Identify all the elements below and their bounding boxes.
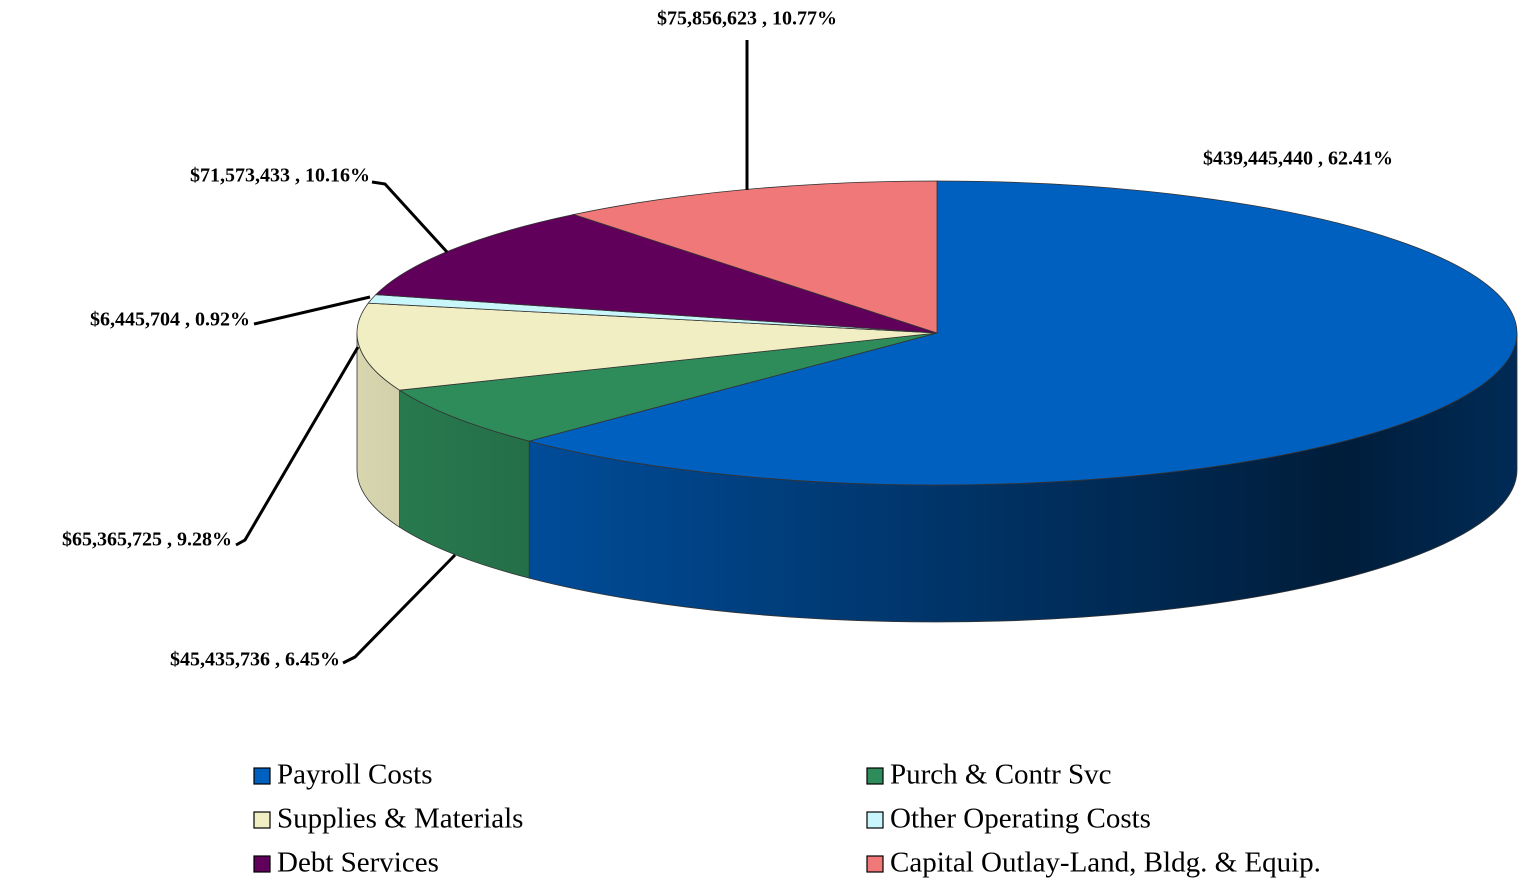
data-label: $6,445,704 , 0.92% [90,309,250,331]
legend-swatch [253,767,271,785]
slice [527,180,1518,486]
legend-swatch [866,855,884,873]
legend-label: Supplies & Materials [277,803,523,835]
data-label: $65,365,725 , 9.28% [62,529,232,551]
data-label: $71,573,433 , 10.16% [190,165,370,187]
legend-label: Other Operating Costs [890,803,1151,835]
legend-swatch [253,855,271,873]
legend-label: Debt Services [277,847,439,879]
legend-label: Capital Outlay-Land, Bldg. & Equip. [890,847,1321,879]
slice [356,302,938,391]
data-label: $45,435,736 , 6.45% [170,649,340,671]
slice [572,180,938,334]
legend-swatch [253,811,271,829]
slice [374,214,938,334]
leader-line [235,346,360,547]
leader-line [371,180,449,254]
legend-label: Payroll Costs [277,759,433,791]
slice [398,332,938,442]
data-label: $75,856,623 , 10.77% [657,8,837,30]
legend-swatch [866,811,884,829]
legend-label: Purch & Contr Svc [890,759,1112,791]
legend-swatch [866,767,884,785]
leader-line [253,295,371,326]
leader-line [342,553,457,665]
data-label: $439,445,440 , 62.41% [1203,148,1393,170]
